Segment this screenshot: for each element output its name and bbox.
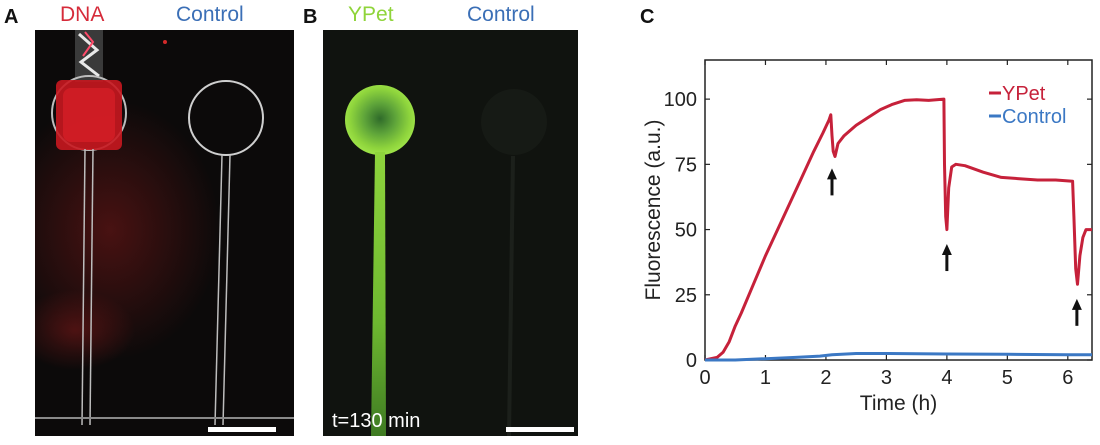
ypet-micrograph-image xyxy=(323,30,578,436)
series-line-ypet xyxy=(704,97,1092,362)
panel-a-control-label: Control xyxy=(176,3,244,26)
panel-b-ypet-label: YPet xyxy=(348,3,394,26)
x-tick-label: 2 xyxy=(820,367,831,389)
x-tick-label: 1 xyxy=(760,367,771,389)
arrow-icon xyxy=(826,168,837,180)
dna-micrograph xyxy=(35,30,294,436)
y-tick-label: 50 xyxy=(675,220,697,242)
arrow-icon xyxy=(941,244,952,256)
ypet-micrograph xyxy=(323,30,578,436)
panel-c-letter: C xyxy=(640,6,655,28)
scale-bar-b xyxy=(506,427,574,432)
scale-bar-a xyxy=(208,427,276,432)
x-axis-label: Time (h) xyxy=(860,392,937,415)
legend-label-ypet: YPet xyxy=(1002,83,1046,105)
timestamp-label: t=130 min xyxy=(332,410,421,432)
panel-a-dna-label: DNA xyxy=(60,3,105,26)
y-tick-label: 75 xyxy=(675,154,697,176)
legend-label-control: Control xyxy=(1002,106,1066,128)
dna-micrograph-image xyxy=(35,30,294,436)
y-tick-label: 100 xyxy=(664,89,697,111)
series-line-control xyxy=(705,352,1092,362)
x-tick-label: 5 xyxy=(1002,367,1013,389)
fluorescence-chart: 0 1 2 3 4 5 6 0 25 50 75 100 Time (h) Fluorescence (a… xyxy=(642,59,1093,415)
y-tick-label: 0 xyxy=(686,350,697,372)
x-tick-label: 3 xyxy=(881,367,892,389)
x-tick-label: 4 xyxy=(941,367,952,389)
y-axis-label: Fluorescence (a.u.) xyxy=(642,120,665,301)
panel-b-control-label: Control xyxy=(467,3,535,26)
y-tick-label: 25 xyxy=(675,285,697,307)
arrow-icon xyxy=(1071,298,1082,310)
plot-frame xyxy=(704,59,1093,361)
x-tick-label: 6 xyxy=(1062,367,1073,389)
panel-b-letter: B xyxy=(303,6,318,28)
x-tick-label: 0 xyxy=(699,367,710,389)
panel-a-letter: A xyxy=(4,6,19,28)
